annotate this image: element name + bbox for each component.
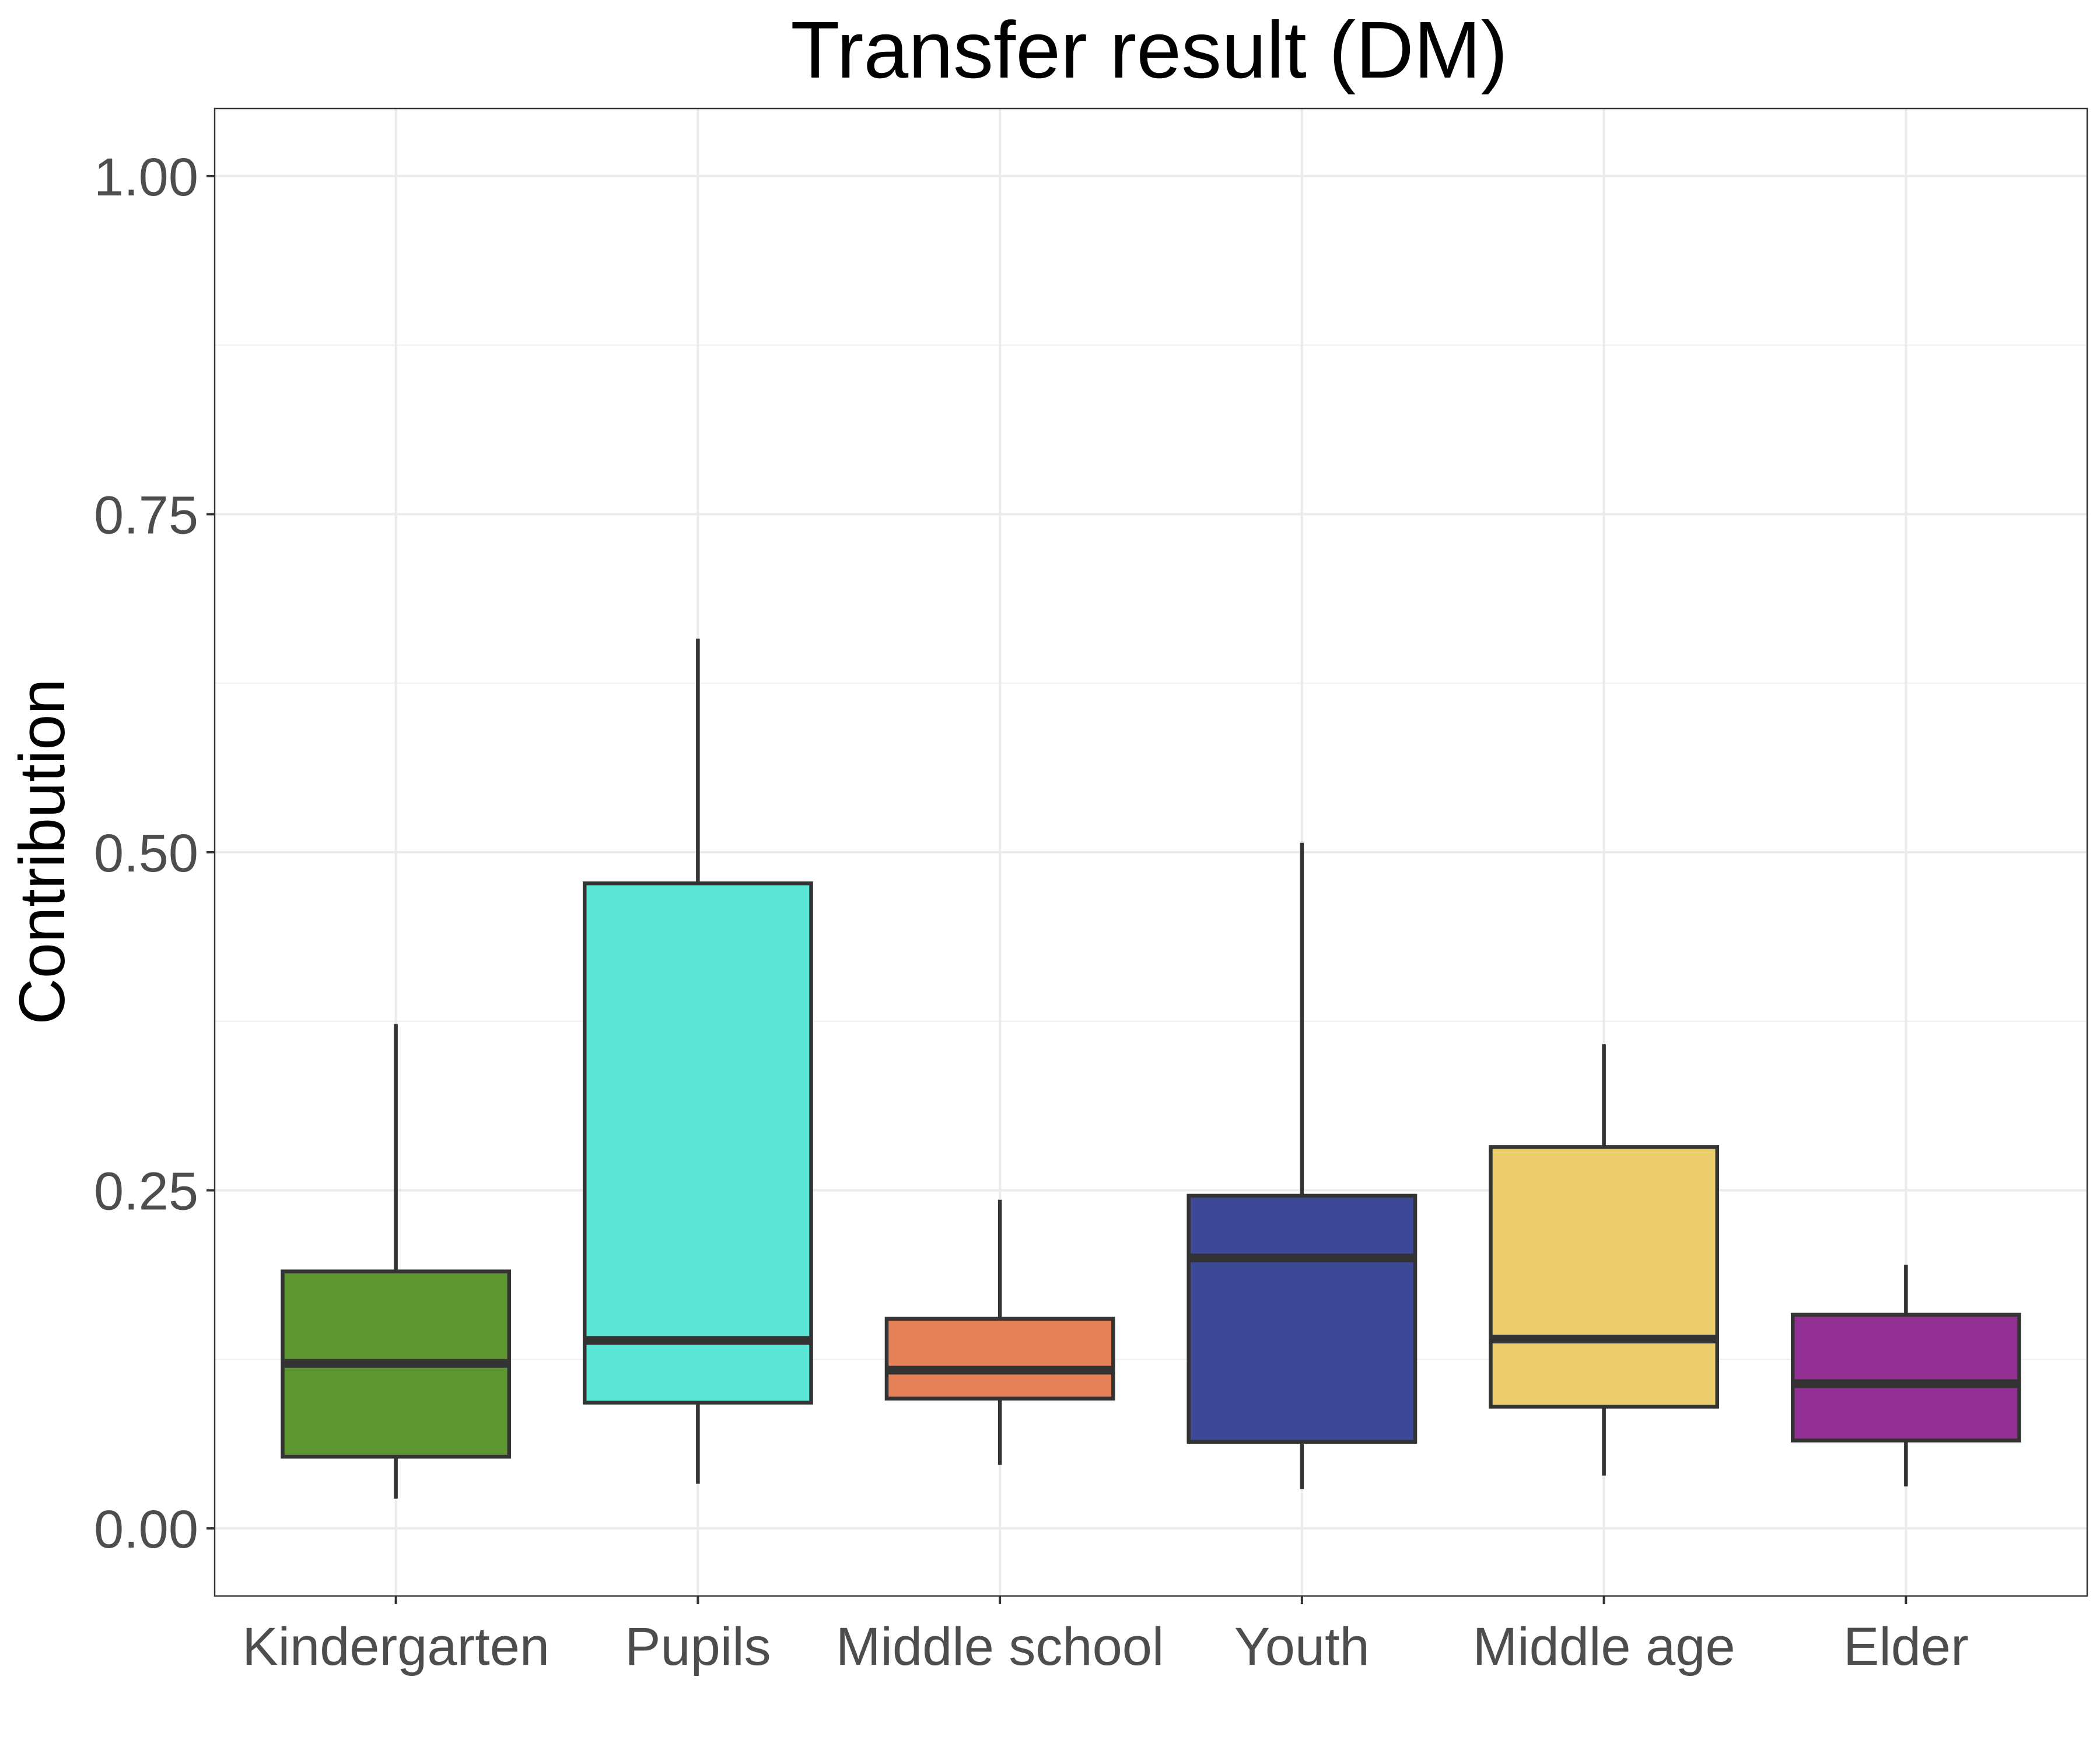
chart-title: Transfer result (DM) — [790, 5, 1507, 95]
y-tick-label: 1.00 — [94, 148, 198, 207]
x-tick-label: Youth — [1234, 1617, 1370, 1676]
box-youth — [1186, 1194, 1418, 1444]
y-tick-label: 0.50 — [94, 824, 198, 883]
box-pupils — [582, 881, 813, 1405]
y-tick-label: 0.25 — [94, 1162, 198, 1222]
plot-panel: 0.00 0.25 0.50 0.75 1.00 Kindergarten Pupils Mi… — [94, 107, 2088, 1676]
box-elder — [1790, 1312, 2021, 1443]
x-tick-label: Elder — [1843, 1617, 1969, 1676]
y-tick-label: 0.00 — [94, 1500, 198, 1559]
x-tick-label: Pupils — [625, 1617, 771, 1676]
x-tick-label: Middle school — [836, 1617, 1164, 1676]
y-tick-label: 0.75 — [94, 485, 198, 545]
box-middle-school — [884, 1317, 1115, 1401]
box-middle-age — [1489, 1145, 1720, 1409]
x-tick-label: Kindergarten — [242, 1617, 550, 1676]
y-axis-label: Contribution — [6, 678, 78, 1024]
x-tick-label: Middle age — [1473, 1617, 1735, 1676]
